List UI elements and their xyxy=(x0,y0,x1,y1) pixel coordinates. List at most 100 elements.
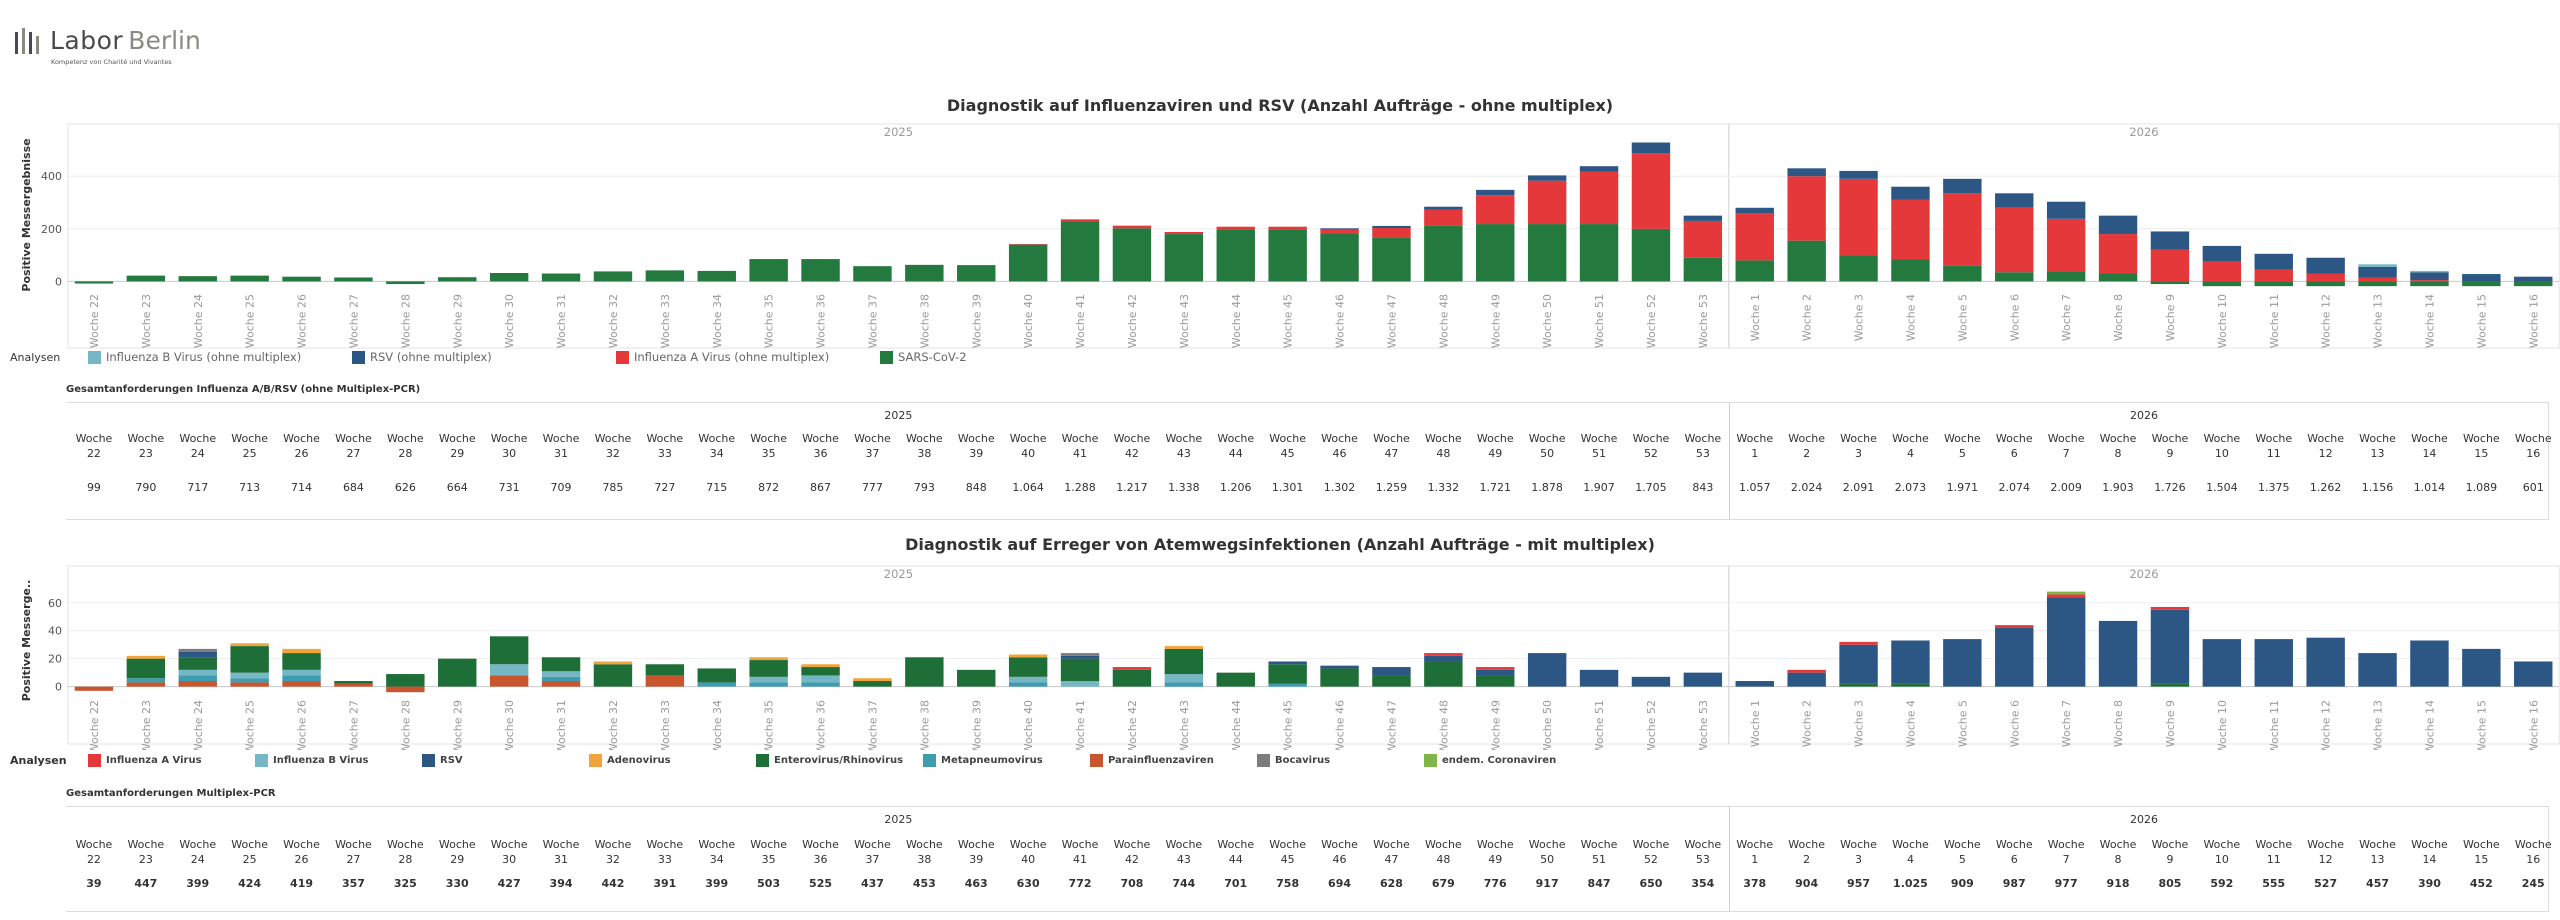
bar-segment xyxy=(489,273,529,282)
x-tick-label: Woche 30 xyxy=(503,294,516,348)
table-value: 917 xyxy=(1535,877,1559,890)
table-value: 918 xyxy=(2106,877,2130,890)
table-week-header: Woche 46 xyxy=(1321,838,1358,866)
table-week-header: Woche 11 xyxy=(2255,432,2293,460)
bar-segment xyxy=(386,674,425,687)
table-value: 419 xyxy=(290,877,314,890)
table-value: 437 xyxy=(860,877,884,890)
legend-swatch xyxy=(589,753,602,767)
bar-segment xyxy=(1579,166,1619,172)
bar-segment xyxy=(1112,669,1152,687)
bar-segment xyxy=(2514,276,2553,282)
year-header: 2025 xyxy=(884,567,913,581)
x-tick-label: Woche 31 xyxy=(555,294,568,348)
bar-segment xyxy=(1424,225,1463,282)
legend-item[interactable]: RSV (ohne multiplex) xyxy=(352,350,616,364)
legend-label: Influenza A Virus xyxy=(106,754,202,766)
x-tick-label: Woche 39 xyxy=(970,294,983,348)
table-value: 463 xyxy=(964,877,988,890)
legend-item[interactable]: Bocavirus xyxy=(1257,753,1424,767)
legend-item[interactable]: Influenza B Virus (ohne multiplex) xyxy=(88,350,352,364)
table-week-header: Woche 16 xyxy=(2514,838,2552,866)
x-tick-label: Woche 51 xyxy=(1593,700,1606,750)
x-tick-label: Woche 29 xyxy=(451,294,464,348)
x-tick-label: Woche 33 xyxy=(659,700,672,750)
bar-segment xyxy=(1008,657,1048,677)
legend-item[interactable]: endem. Coronaviren xyxy=(1424,753,1584,767)
y-tick-label: 200 xyxy=(41,223,62,236)
legend-item[interactable]: Influenza B Virus xyxy=(255,753,422,767)
table-value: 503 xyxy=(757,877,781,890)
x-tick-label: Woche 44 xyxy=(1230,700,1243,750)
legend-item[interactable]: Adenovirus xyxy=(589,753,756,767)
bar-segment xyxy=(126,658,166,679)
legend-item[interactable]: Influenza A Virus (ohne multiplex) xyxy=(616,350,880,364)
table-week-header: Woche 13 xyxy=(2359,838,2396,866)
x-tick-label: Woche 14 xyxy=(2423,294,2436,348)
bar-segment xyxy=(2306,273,2345,282)
table-value: 601 xyxy=(2522,481,2544,494)
legend-item[interactable]: Metapneumovirus xyxy=(923,753,1090,767)
table-week-header: Woche 50 xyxy=(1528,838,1566,866)
bar-segment xyxy=(1164,648,1204,675)
table-value: 357 xyxy=(341,877,365,890)
table-week-header: Woche 52 xyxy=(1632,432,1670,460)
bar-segment xyxy=(1579,224,1619,282)
table-week-header: Woche 12 xyxy=(2307,432,2344,460)
table-value: 717 xyxy=(187,481,209,494)
bar-segment xyxy=(1008,244,1048,245)
table-value: 772 xyxy=(1068,877,1092,890)
table-value: 1.878 xyxy=(1531,481,1563,494)
logo-bars-icon xyxy=(15,28,39,54)
bar-segment xyxy=(1008,676,1048,683)
bar-segment xyxy=(749,682,788,687)
x-tick-label: Woche 40 xyxy=(1022,700,1035,750)
legend-item[interactable]: SARS-CoV-2 xyxy=(880,350,1000,364)
y-axis-label: Positive Messergebnisse xyxy=(20,138,33,291)
x-tick-label: Woche 46 xyxy=(1334,294,1347,348)
table-week-header: Woche 22 xyxy=(75,838,113,866)
table-week-header: Woche 5 xyxy=(1943,432,1981,460)
bar-segment xyxy=(2254,639,2293,687)
bar-segment xyxy=(1268,661,1307,665)
bar-segment xyxy=(1476,667,1515,670)
table-value: 1.726 xyxy=(2154,481,2186,494)
legend-item[interactable]: Enterovirus/Rhinovirus xyxy=(756,753,923,767)
x-tick-label: Woche 15 xyxy=(2475,294,2488,348)
legend1: Analysen Influenza B Virus (ohne multipl… xyxy=(10,349,1000,365)
x-tick-label: Woche 3 xyxy=(1853,294,1866,341)
x-tick-label: Woche 12 xyxy=(2320,700,2333,750)
x-tick-label: Woche 8 xyxy=(2112,294,2125,341)
legend-item[interactable]: Parainfluenzaviren xyxy=(1090,753,1257,767)
legend-item[interactable]: Influenza A Virus xyxy=(88,753,255,767)
bar-segment xyxy=(1424,653,1463,656)
bar-segment xyxy=(2410,281,2449,287)
legend-item[interactable]: RSV xyxy=(422,753,589,767)
table-year-header: 2026 xyxy=(2129,409,2158,422)
table-week-header: Woche 46 xyxy=(1321,432,1358,460)
table-value: 2.009 xyxy=(2050,481,2082,494)
bar-segment xyxy=(1424,661,1463,687)
table-week-header: Woche 2 xyxy=(1788,432,1825,460)
legend-swatch xyxy=(352,350,365,364)
bar-segment xyxy=(178,669,217,676)
legend-label: Enterovirus/Rhinovirus xyxy=(774,754,904,766)
table-week-header: Woche 7 xyxy=(2047,838,2085,866)
bar-segment xyxy=(697,682,736,687)
bar-segment xyxy=(749,259,788,282)
legend2-title: Analysen xyxy=(10,753,67,767)
bar-segment xyxy=(801,675,840,683)
bar-segment xyxy=(1995,272,2034,282)
table-value: 777 xyxy=(861,481,883,494)
table-week-header: Woche 25 xyxy=(231,838,268,866)
logo-tagline: Kompetenz von Charité und Vivantes xyxy=(51,58,172,66)
table-week-header: Woche 26 xyxy=(283,838,320,866)
y-tick-label: 60 xyxy=(48,597,62,610)
table-week-header: Woche 42 xyxy=(1113,838,1151,866)
x-tick-label: Woche 6 xyxy=(2008,700,2021,747)
bar-segment xyxy=(2202,639,2242,687)
y-tick-label: 0 xyxy=(55,681,62,694)
bar-segment xyxy=(645,270,685,282)
table-week-header: Woche 9 xyxy=(2151,432,2189,460)
x-tick-label: Woche 43 xyxy=(1178,294,1191,348)
